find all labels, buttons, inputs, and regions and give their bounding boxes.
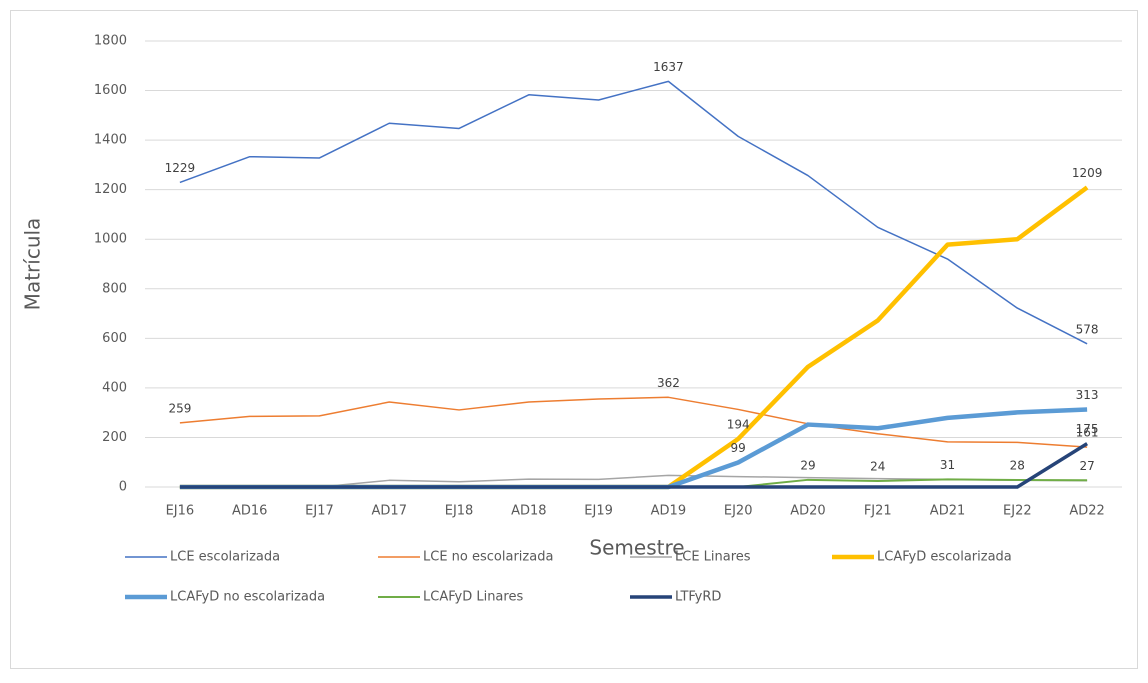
legend-label: LCE no escolarizada: [423, 550, 553, 565]
x-tick-label: EJ16: [166, 504, 195, 519]
y-tick-label: 400: [102, 380, 127, 395]
x-tick-label: EJ20: [724, 504, 753, 519]
x-tick-label: FJ21: [864, 504, 892, 519]
x-tick-label: AD18: [511, 504, 546, 519]
data-label: 99: [731, 441, 746, 455]
x-tick-label: EJ22: [1003, 504, 1032, 519]
data-label: 31: [940, 458, 955, 472]
x-tick-label: AD20: [790, 504, 825, 519]
data-label: 362: [657, 376, 680, 390]
data-label: 1637: [653, 60, 684, 74]
data-label: 29: [800, 458, 815, 472]
legend-label: LCE Linares: [675, 550, 751, 565]
legend-label: LCAFyD Linares: [423, 590, 523, 605]
legend-label: LCE escolarizada: [170, 550, 280, 565]
legend-label: LCAFyD escolarizada: [877, 550, 1012, 565]
data-label: 578: [1076, 322, 1099, 336]
x-tick-label: EJ18: [445, 504, 474, 519]
data-label: 27: [1079, 459, 1094, 473]
y-tick-label: 1800: [94, 34, 127, 49]
x-tick-label: AD16: [232, 504, 267, 519]
y-tick-label: 0: [119, 480, 127, 495]
data-label: 161: [1076, 426, 1099, 440]
series-line: [179, 442, 1089, 489]
data-label: 175: [1076, 422, 1099, 436]
data-label: 194: [727, 417, 750, 431]
y-tick-label: 800: [102, 281, 127, 296]
x-tick-label: EJ17: [305, 504, 334, 519]
series-line: [179, 396, 1088, 448]
data-label: 1229: [165, 161, 196, 175]
y-tick-label: 200: [102, 430, 127, 445]
legend-label: LCAFyD no escolarizada: [170, 590, 325, 605]
series-line: [179, 80, 1088, 345]
y-tick-label: 1600: [94, 83, 127, 98]
data-label: 1209: [1072, 166, 1103, 180]
y-tick-label: 1400: [94, 133, 127, 148]
x-tick-label: AD19: [651, 504, 686, 519]
y-tick-label: 600: [102, 331, 127, 346]
y-axis-title: Matrícula: [21, 218, 45, 311]
x-tick-label: EJ19: [584, 504, 613, 519]
x-tick-label: AD17: [372, 504, 407, 519]
y-tick-label: 1000: [94, 232, 127, 247]
chart-frame: [10, 10, 1138, 669]
data-label: 28: [1010, 459, 1025, 473]
data-label: 313: [1076, 388, 1099, 402]
x-tick-label: AD21: [930, 504, 965, 519]
x-tick-label: AD22: [1069, 504, 1104, 519]
legend-label: LTFyRD: [675, 590, 721, 605]
x-axis-title: Semestre: [589, 536, 684, 560]
data-label: 259: [168, 401, 191, 415]
data-label: 24: [870, 460, 885, 474]
y-tick-label: 1200: [94, 182, 127, 197]
